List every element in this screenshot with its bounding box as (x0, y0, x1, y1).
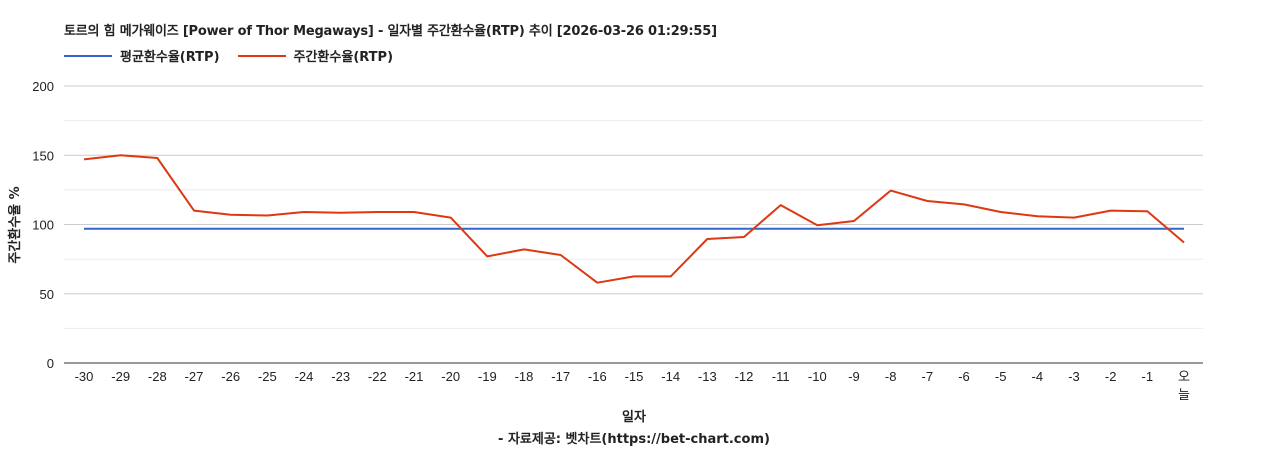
x-tick-label: -4 (1032, 369, 1044, 384)
x-tick-label: -28 (148, 369, 167, 384)
x-tick-label: -16 (588, 369, 607, 384)
x-tick-label: -9 (848, 369, 860, 384)
chart-title: 토르의 힘 메가웨이즈 [Power of Thor Megaways] - 일… (64, 24, 717, 39)
x-tick-label: -2 (1105, 369, 1117, 384)
legend-swatch-average (64, 54, 112, 57)
y-tick-label: 0 (47, 356, 54, 371)
y-axis-label: 주간환수율 % (7, 186, 23, 263)
x-tick-label: -8 (885, 369, 897, 384)
x-tick-label: -25 (258, 369, 277, 384)
x-tick-label: -22 (368, 369, 387, 384)
x-tick-label: -10 (808, 369, 827, 384)
y-axis-ticks: 0 50 100 150 200 (32, 79, 54, 371)
legend-swatch-weekly (237, 54, 286, 57)
x-tick-label: 늘 (1178, 387, 1190, 402)
weekly-rtp-line[interactable] (83, 154, 1185, 284)
x-tick-label: -20 (441, 369, 460, 384)
x-tick-label: -3 (1068, 369, 1080, 384)
x-tick-label: -1 (1142, 369, 1154, 384)
x-tick-label: -27 (185, 369, 204, 384)
source-credit: - 자료제공: 벳차트(https://bet-chart.com) (498, 432, 770, 447)
x-tick-label: -23 (331, 369, 350, 384)
x-tick-label: -19 (478, 369, 497, 384)
y-tick-label: 200 (32, 79, 54, 94)
x-tick-label: 오 (1178, 369, 1190, 384)
x-axis-label: 일자 (622, 410, 646, 425)
x-tick-label: -30 (75, 369, 94, 384)
x-tick-label: -29 (111, 369, 130, 384)
x-tick-label: -11 (772, 369, 790, 384)
series-lines (83, 154, 1185, 284)
legend-label-weekly: 주간환수율(RTP) (293, 50, 394, 65)
x-tick-label: -5 (995, 369, 1007, 384)
y-tick-label: 100 (32, 218, 54, 233)
legend-label-average: 평균환수율(RTP) (120, 50, 220, 65)
x-axis-ticks: -30 -29 -28 -27 -26 -25 -24 -23 -22 -21 -20 -19 -18 -… (75, 369, 1190, 402)
x-tick-label: -15 (625, 369, 644, 384)
y-tick-label: 150 (32, 148, 54, 163)
x-tick-label: -24 (295, 369, 314, 384)
x-tick-label: -21 (405, 369, 424, 384)
x-tick-label: -14 (661, 369, 680, 384)
x-tick-label: -17 (551, 369, 570, 384)
gridlines (64, 85, 1203, 329)
x-tick-label: -13 (698, 369, 717, 384)
x-tick-label: -6 (958, 369, 970, 384)
legend: 평균환수율(RTP) 주간환수율(RTP) (64, 46, 393, 65)
x-tick-label: -12 (735, 369, 754, 384)
y-tick-label: 50 (40, 287, 54, 302)
legend-item-average[interactable]: 평균환수율(RTP) (64, 46, 220, 65)
x-tick-label: -7 (922, 369, 934, 384)
legend-item-weekly[interactable]: 주간환수율(RTP) (237, 46, 394, 65)
x-tick-label: -18 (515, 369, 534, 384)
x-tick-label: -26 (221, 369, 240, 384)
